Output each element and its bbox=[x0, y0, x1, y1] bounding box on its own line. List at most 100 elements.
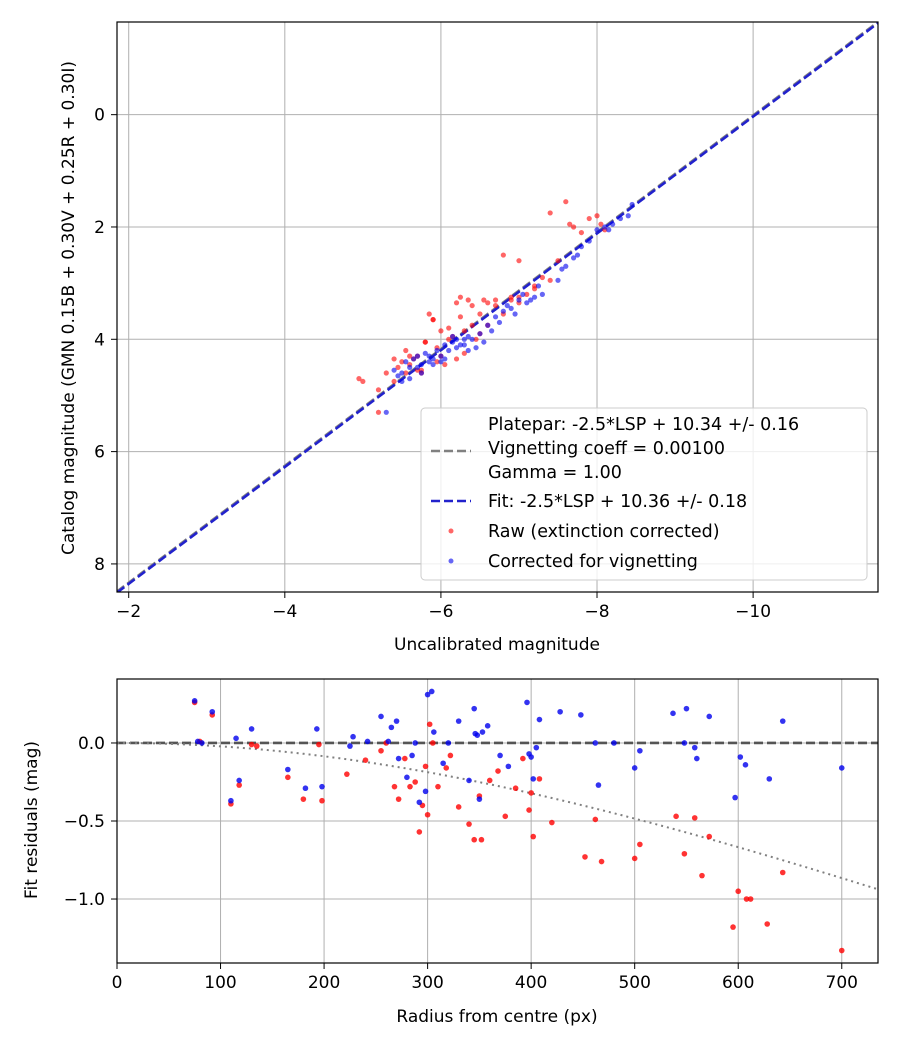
corrected-point bbox=[533, 744, 540, 751]
corrected-point bbox=[610, 221, 616, 227]
corrected-point bbox=[422, 350, 428, 356]
raw-point bbox=[316, 741, 322, 748]
corrected-point bbox=[450, 339, 456, 345]
corrected-point bbox=[418, 361, 424, 368]
raw-point bbox=[402, 755, 408, 762]
bottom-y-axis-label: Fit residuals (mag) bbox=[22, 741, 42, 899]
raw-point bbox=[426, 721, 433, 728]
corrected-point bbox=[586, 238, 592, 244]
x-tick-label: −4 bbox=[272, 602, 297, 622]
corrected-point bbox=[426, 359, 432, 365]
corrected-point bbox=[497, 752, 503, 759]
corrected-point bbox=[766, 776, 773, 782]
corrected-point bbox=[457, 342, 464, 348]
legend: Platepar: -2.5*LSP + 10.34 +/- 0.16 Vign… bbox=[420, 407, 868, 581]
raw-point bbox=[455, 804, 462, 810]
top-x-axis-label: Uncalibrated magnitude bbox=[394, 635, 600, 655]
corrected-point bbox=[505, 763, 512, 770]
corrected-point bbox=[574, 252, 581, 258]
legend-corrected-marker bbox=[448, 558, 454, 564]
raw-point bbox=[730, 924, 736, 930]
raw-point bbox=[391, 378, 397, 385]
corrected-point bbox=[228, 797, 234, 804]
raw-point bbox=[344, 771, 350, 777]
raw-point bbox=[838, 947, 845, 954]
raw-point bbox=[637, 841, 643, 848]
raw-point bbox=[571, 224, 577, 230]
corrected-point bbox=[388, 724, 395, 731]
corrected-point bbox=[535, 283, 542, 289]
bottom-data-points bbox=[191, 688, 845, 954]
corrected-point bbox=[404, 774, 410, 781]
corrected-point bbox=[440, 760, 446, 767]
corrected-point bbox=[461, 336, 467, 342]
top-y-axis-label: Catalog magnitude (GMN 0.15B + 0.30V + 0… bbox=[59, 61, 79, 555]
raw-point bbox=[429, 740, 436, 746]
y-tick-label: 8 bbox=[94, 555, 105, 575]
corrected-point bbox=[555, 277, 561, 283]
raw-point bbox=[469, 322, 475, 328]
corrected-point bbox=[453, 336, 460, 342]
corrected-point bbox=[399, 378, 405, 385]
magnitude-scatter-panel: −2 −4 −6 −8 −10 0 2 4 6 8 Uncalibrated magnitude… bbox=[59, 21, 879, 655]
top-x-ticks: −2 −4 −6 −8 −10 bbox=[116, 592, 771, 622]
corrected-point bbox=[473, 345, 479, 351]
y-tick-label: −0.5 bbox=[64, 812, 105, 832]
bottom-x-ticks: 0 100 200 300 400 500 600 700 bbox=[112, 963, 858, 993]
x-tick-label: −10 bbox=[735, 602, 771, 622]
raw-point bbox=[469, 302, 475, 309]
corrected-point bbox=[592, 740, 599, 746]
legend-fit-label: Fit: -2.5*LSP + 10.36 +/- 0.18 bbox=[488, 492, 747, 512]
corrected-point bbox=[578, 244, 585, 250]
raw-point bbox=[453, 356, 460, 362]
corrected-point bbox=[248, 726, 255, 732]
raw-point bbox=[477, 311, 483, 317]
raw-point bbox=[391, 783, 398, 790]
corrected-point bbox=[631, 765, 638, 771]
x-tick-label: −8 bbox=[584, 602, 609, 622]
raw-point bbox=[416, 829, 423, 835]
raw-point bbox=[592, 816, 599, 823]
raw-point bbox=[743, 896, 750, 902]
raw-point bbox=[466, 821, 472, 827]
bottom-reference-lines bbox=[117, 741, 878, 891]
corrected-point bbox=[399, 370, 405, 376]
corrected-point bbox=[209, 708, 216, 715]
corrected-point bbox=[524, 300, 530, 306]
raw-point bbox=[248, 741, 255, 748]
raw-point bbox=[486, 777, 493, 784]
corrected-point bbox=[530, 776, 537, 782]
corrected-point bbox=[476, 796, 483, 802]
raw-point bbox=[673, 813, 679, 820]
corrected-point bbox=[314, 726, 320, 732]
raw-point bbox=[453, 300, 460, 306]
corrected-point bbox=[528, 754, 534, 760]
raw-point bbox=[395, 364, 401, 370]
x-tick-label: 100 bbox=[204, 973, 236, 993]
top-y-ticks: 0 2 4 6 8 bbox=[94, 106, 117, 575]
corrected-point bbox=[557, 708, 563, 715]
raw-point bbox=[438, 328, 444, 334]
corrected-point bbox=[407, 376, 413, 382]
corrected-point bbox=[691, 744, 698, 751]
bottom-x-axis-label: Radius from centre (px) bbox=[396, 1007, 597, 1027]
corrected-point bbox=[737, 754, 744, 760]
corrected-point bbox=[469, 336, 475, 342]
corrected-point bbox=[496, 319, 503, 326]
legend-gamma-label: Gamma = 1.00 bbox=[488, 463, 622, 483]
corrected-point bbox=[477, 331, 483, 337]
raw-point bbox=[430, 317, 436, 323]
corrected-point bbox=[378, 713, 384, 720]
corrected-point bbox=[489, 328, 495, 334]
raw-point bbox=[547, 277, 553, 283]
raw-point bbox=[681, 850, 688, 857]
raw-point bbox=[706, 833, 713, 840]
x-tick-label: 300 bbox=[411, 973, 443, 993]
corrected-point bbox=[465, 333, 471, 340]
raw-point bbox=[412, 779, 418, 785]
corrected-point bbox=[732, 794, 738, 801]
raw-point bbox=[481, 297, 487, 303]
corrected-point bbox=[539, 291, 545, 297]
raw-point bbox=[426, 311, 432, 317]
corrected-point bbox=[364, 738, 371, 745]
